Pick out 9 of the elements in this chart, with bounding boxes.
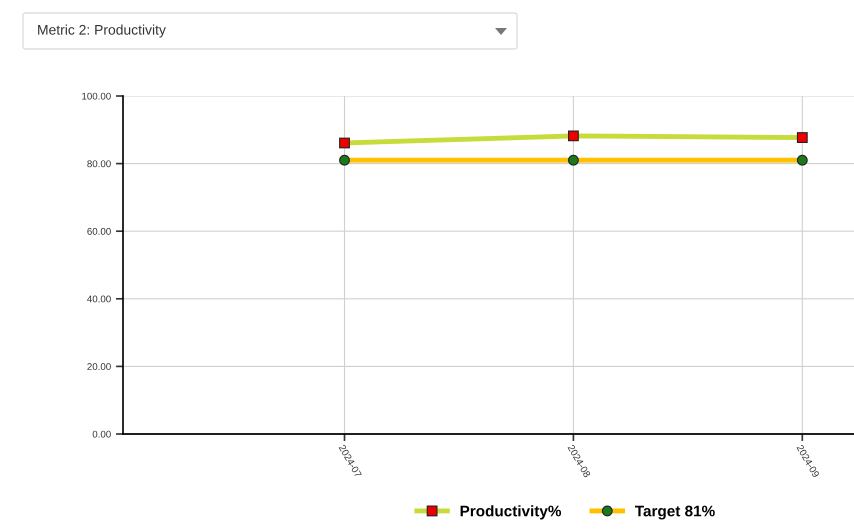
y-tick-label: 0.00 xyxy=(92,430,111,438)
chart-title: Metric 2: Productivity xyxy=(38,24,166,38)
y-tick-label: 20.00 xyxy=(87,363,111,370)
y-tick-label: 40.00 xyxy=(87,296,111,302)
y-tick-label: 80.00 xyxy=(87,160,111,168)
legend-label: Productivity% xyxy=(460,505,562,520)
y-tick-label: 100.00 xyxy=(82,92,111,100)
legend-label: Target 81% xyxy=(634,506,715,520)
y-tick-label: 60.00 xyxy=(87,228,111,235)
